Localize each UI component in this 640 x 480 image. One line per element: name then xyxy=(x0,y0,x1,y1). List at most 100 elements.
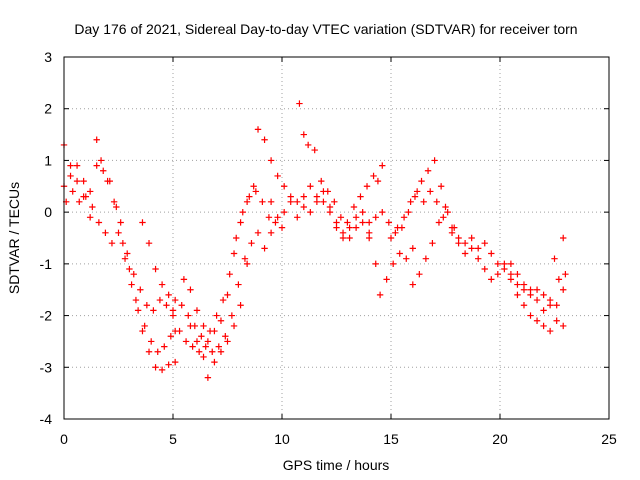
data-point-plus xyxy=(117,219,124,226)
data-point-plus xyxy=(339,234,347,242)
data-point-plus xyxy=(211,358,218,366)
data-point-plus xyxy=(158,281,166,288)
data-point-plus xyxy=(475,245,482,252)
data-point-plus xyxy=(213,312,220,319)
data-point-plus xyxy=(357,193,364,200)
data-point-plus xyxy=(237,219,244,226)
data-point-plus xyxy=(311,146,318,154)
data-point-plus xyxy=(124,250,131,257)
data-point-plus xyxy=(424,167,432,174)
data-point-plus xyxy=(455,239,462,247)
data-point-plus xyxy=(409,281,416,288)
data-point-plus xyxy=(209,348,216,355)
data-point-plus xyxy=(420,198,427,205)
data-point-plus xyxy=(359,219,366,226)
data-point-plus xyxy=(475,255,482,262)
data-point-plus xyxy=(137,286,144,293)
y-tick-label: -3 xyxy=(40,359,53,375)
data-point-plus xyxy=(248,239,255,247)
data-point-plus xyxy=(551,255,558,262)
data-point-plus xyxy=(372,214,379,221)
x-tick-label: 25 xyxy=(601,431,617,447)
x-tick-label: 0 xyxy=(60,431,68,447)
data-point-plus xyxy=(533,317,541,324)
data-point-plus xyxy=(560,286,567,293)
data-point-plus xyxy=(93,136,100,143)
data-point-plus xyxy=(562,271,569,278)
data-point-plus xyxy=(198,333,205,340)
data-point-plus xyxy=(180,276,188,283)
data-point-plus xyxy=(444,208,451,216)
data-point-plus xyxy=(187,322,194,330)
data-point-plus xyxy=(152,265,159,273)
data-point-plus xyxy=(359,208,366,216)
data-point-plus xyxy=(372,260,379,268)
data-point-plus xyxy=(261,136,268,143)
data-point-plus xyxy=(560,234,567,242)
data-point-plus xyxy=(252,188,260,195)
data-point-plus xyxy=(320,198,327,205)
data-point-plus xyxy=(429,239,436,247)
data-point-plus xyxy=(533,296,541,304)
data-point-plus xyxy=(86,214,94,221)
data-point-plus xyxy=(145,348,153,355)
axis-ticks: 0 5 10 15 20 25 -4 -3 -2 -1 0 1 2 3 xyxy=(40,49,617,447)
data-point-plus xyxy=(389,260,397,268)
data-point-plus xyxy=(202,343,209,350)
data-point-plus xyxy=(267,229,275,237)
data-point-plus xyxy=(171,358,179,366)
data-point-plus xyxy=(139,219,146,226)
data-point-plus xyxy=(418,177,425,185)
data-point-plus xyxy=(130,271,137,278)
data-point-plus xyxy=(139,327,146,335)
data-point-plus xyxy=(224,338,231,345)
data-point-plus xyxy=(546,302,554,309)
data-point-plus xyxy=(254,126,262,133)
data-point-plus xyxy=(520,281,528,288)
data-point-plus xyxy=(400,214,408,221)
data-point-plus xyxy=(403,255,410,262)
data-point-plus xyxy=(413,188,421,195)
data-point-plus xyxy=(86,188,94,195)
data-point-plus xyxy=(165,361,172,368)
data-point-plus xyxy=(237,302,244,309)
data-point-plus xyxy=(313,198,321,205)
data-point-plus xyxy=(494,260,502,268)
data-point-plus xyxy=(294,198,301,205)
data-point-plus xyxy=(468,234,475,242)
data-point-plus xyxy=(108,239,116,247)
data-point-plus xyxy=(73,177,81,185)
data-point-plus xyxy=(405,208,412,216)
data-point-plus xyxy=(280,183,288,190)
data-point-plus xyxy=(193,307,201,314)
data-point-plus xyxy=(80,177,87,185)
data-point-plus xyxy=(514,271,521,278)
data-point-plus xyxy=(318,177,325,185)
data-point-plus xyxy=(274,172,281,180)
data-point-plus xyxy=(250,183,257,190)
data-point-plus xyxy=(150,307,157,314)
data-point-plus xyxy=(488,250,495,257)
data-point-plus xyxy=(246,193,253,200)
data-point-plus xyxy=(241,255,249,262)
data-point-plus xyxy=(171,296,179,304)
data-point-plus xyxy=(119,239,127,247)
data-point-plus xyxy=(427,188,434,195)
y-tick-label: -4 xyxy=(40,411,53,427)
data-point-plus xyxy=(376,291,384,299)
data-point-plus xyxy=(366,219,373,226)
data-point-plus xyxy=(287,193,294,200)
data-point-plus xyxy=(527,312,534,319)
data-point-plus xyxy=(553,317,560,324)
data-point-plus xyxy=(527,291,534,299)
y-tick-label: -1 xyxy=(40,256,53,272)
x-tick-label: 10 xyxy=(274,431,290,447)
y-tick-label: 1 xyxy=(44,152,52,168)
data-point-plus xyxy=(154,348,161,355)
data-point-plus xyxy=(409,245,416,252)
data-point-plus xyxy=(440,214,447,221)
data-point-plus xyxy=(176,327,183,335)
data-point-plus xyxy=(156,296,164,304)
data-point-plus xyxy=(204,374,212,381)
data-point-plus xyxy=(267,157,275,164)
